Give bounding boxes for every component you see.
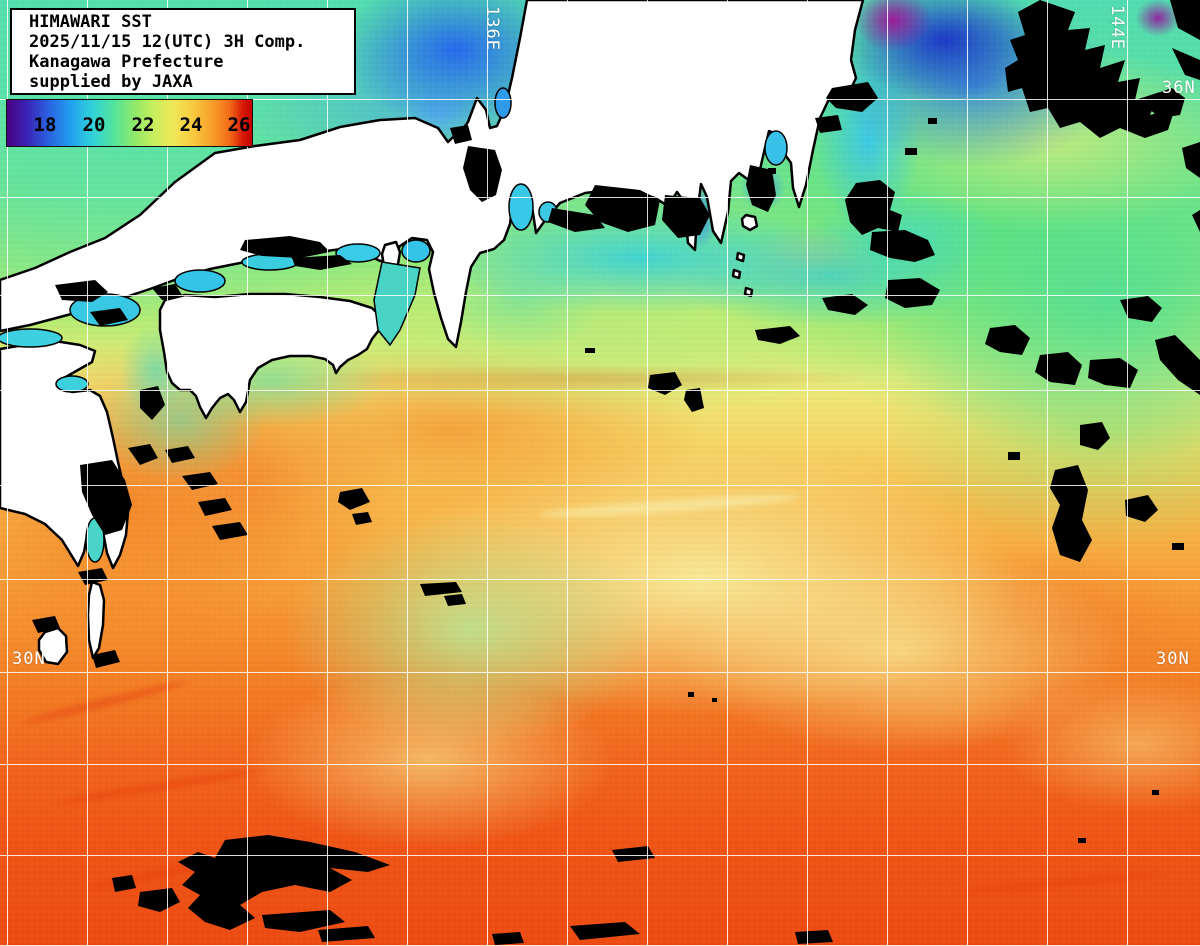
lat-label-30n-right: 30N (1156, 649, 1190, 669)
gridline-lon (647, 0, 648, 946)
gridline-lat-36n (0, 99, 1200, 100)
gridline-lon (87, 0, 88, 946)
tokyo-bay (764, 130, 788, 166)
gridline-lon (327, 0, 328, 946)
colorbar-tick-22: 22 (131, 114, 155, 136)
hiroshima-bay (174, 269, 226, 293)
izu-islet (743, 286, 754, 298)
tanegashima-island (86, 580, 106, 660)
gridline-lon (1047, 0, 1048, 946)
gridline-lon (887, 0, 888, 946)
lon-label-144e: 144E (1107, 5, 1127, 50)
gridline-lon (7, 0, 8, 946)
izu-islet (731, 268, 742, 280)
gridline-lat (0, 485, 1200, 486)
beppu-bay (55, 375, 89, 393)
credit-line: supplied by JAXA (29, 72, 193, 92)
kii-channel (373, 261, 421, 347)
colorbar-tick-18: 18 (33, 114, 57, 136)
sst-colorbar: 18 20 22 24 26 (6, 99, 253, 147)
gridline-lat (0, 390, 1200, 391)
gridline-lat (0, 197, 1200, 198)
gridline-lon (807, 0, 808, 946)
gridline-lon-136e (487, 0, 488, 946)
izu-islet (735, 251, 746, 263)
datetime-line: 2025/11/15 12(UTC) 3H Comp. (29, 32, 306, 52)
osaka-bay (401, 239, 431, 263)
gridline-lon (407, 0, 408, 946)
gridline-lon (167, 0, 168, 946)
colorbar-tick-26: 26 (227, 114, 251, 136)
lat-label-30n-left: 30N (12, 649, 46, 669)
gridline-lon (567, 0, 568, 946)
kanmon-strait (0, 328, 63, 348)
shikoku-landmass (158, 292, 383, 420)
gridline-lat (0, 855, 1200, 856)
gridline-lon-144e (1127, 0, 1128, 946)
gridline-lon (967, 0, 968, 946)
ise-bay (508, 183, 534, 231)
harima-nada (335, 243, 381, 263)
gridline-lon (247, 0, 248, 946)
colorbar-tick-24: 24 (179, 114, 203, 136)
lon-label-136e: 136E (482, 6, 502, 51)
kyushu-landmass (0, 339, 130, 570)
title-box: HIMAWARI SST 2025/11/15 12(UTC) 3H Comp.… (10, 8, 356, 95)
gridline-lat (0, 295, 1200, 296)
product-title: HIMAWARI SST (29, 12, 152, 32)
gridline-lat (0, 579, 1200, 580)
lake-biwa (494, 87, 512, 119)
lat-label-36n-right: 36N (1162, 78, 1196, 98)
yakushima-island (37, 626, 69, 666)
oshima-island (740, 213, 759, 232)
colorbar-tick-20: 20 (82, 114, 106, 136)
prefecture-line: Kanagawa Prefecture (29, 52, 224, 72)
gridline-lat (0, 764, 1200, 765)
gridline-lat-30n (0, 672, 1200, 673)
gridline-lon (727, 0, 728, 946)
